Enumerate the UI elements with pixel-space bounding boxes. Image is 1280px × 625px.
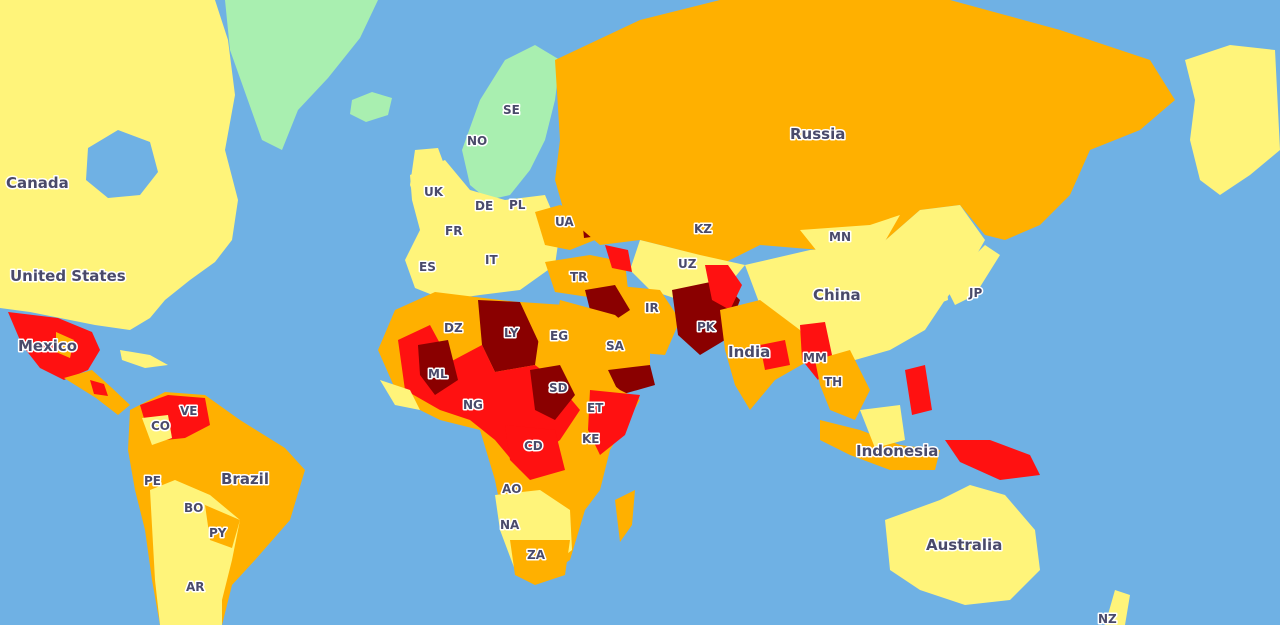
label-na[interactable]: NA	[499, 517, 522, 534]
region-egypt[interactable]	[520, 302, 572, 345]
region-pakistan-red[interactable]	[705, 265, 742, 310]
region-horn-of-africa[interactable]	[588, 390, 640, 455]
label-mn[interactable]: MN	[828, 229, 853, 246]
label-ve[interactable]: VE	[179, 403, 199, 420]
label-indonesia[interactable]: Indonesia	[855, 441, 940, 462]
region-mongolia[interactable]	[800, 215, 900, 255]
region-scandinavia[interactable]	[462, 45, 560, 200]
region-southeast-asia[interactable]	[815, 350, 870, 420]
region-caribbean[interactable]	[120, 350, 168, 368]
region-korea[interactable]	[930, 268, 948, 305]
label-ir[interactable]: IR	[644, 300, 661, 317]
label-py[interactable]: PY	[208, 525, 229, 542]
label-fr[interactable]: FR	[444, 223, 464, 240]
label-mm[interactable]: MM	[802, 350, 829, 367]
region-russia[interactable]	[555, 0, 1175, 265]
label-ml[interactable]: ML	[427, 366, 450, 383]
label-ua[interactable]: UA	[554, 214, 576, 231]
region-uk[interactable]	[410, 148, 448, 212]
map-labels: Canada United States Mexico Brazil Russi…	[5, 102, 1119, 625]
label-china[interactable]: China	[812, 285, 863, 306]
label-pl[interactable]: PL	[508, 197, 528, 214]
label-co[interactable]: CO	[150, 418, 172, 435]
region-dr-congo[interactable]	[505, 425, 565, 480]
label-russia[interactable]: Russia	[789, 124, 847, 145]
region-china-mongolia[interactable]	[745, 205, 985, 360]
region-papua[interactable]	[945, 440, 1040, 480]
region-yemen[interactable]	[608, 365, 655, 395]
label-india[interactable]: India	[727, 342, 772, 363]
region-mexico[interactable]	[8, 312, 100, 380]
region-sudan[interactable]	[530, 365, 575, 420]
label-et[interactable]: ET	[586, 400, 606, 417]
region-australia[interactable]	[885, 485, 1040, 605]
label-jp[interactable]: JP	[967, 285, 984, 302]
label-ng[interactable]: NG	[462, 397, 485, 414]
region-mexico-medium[interactable]	[56, 332, 74, 358]
label-se[interactable]: SE	[502, 102, 522, 119]
label-cd[interactable]: CD	[523, 438, 545, 455]
label-nz[interactable]: NZ	[1097, 611, 1119, 625]
region-greenland[interactable]	[225, 0, 378, 150]
label-united-states[interactable]: United States	[9, 266, 128, 287]
region-new-zealand[interactable]	[1105, 590, 1130, 625]
region-brazil-south[interactable]	[205, 505, 240, 548]
label-ke[interactable]: KE	[581, 431, 602, 448]
label-bo[interactable]: BO	[183, 500, 205, 517]
label-ao[interactable]: AO	[501, 481, 524, 498]
label-es[interactable]: ES	[418, 259, 438, 276]
region-india-red[interactable]	[760, 340, 790, 370]
region-central-america-red[interactable]	[90, 380, 108, 396]
region-hudson-bay	[86, 130, 158, 198]
region-west-africa[interactable]	[380, 380, 420, 410]
region-uzbekistan[interactable]	[660, 250, 712, 285]
region-mali[interactable]	[418, 340, 458, 395]
label-dz[interactable]: DZ	[443, 320, 465, 337]
label-pe[interactable]: PE	[143, 473, 163, 490]
label-de[interactable]: DE	[474, 198, 495, 215]
label-no[interactable]: NO	[466, 133, 489, 150]
region-colombia[interactable]	[142, 415, 172, 445]
label-uk[interactable]: UK	[423, 184, 446, 201]
label-ar[interactable]: AR	[185, 579, 207, 596]
region-south-africa[interactable]	[510, 540, 570, 585]
region-western-europe[interactable]	[405, 160, 560, 300]
label-pk[interactable]: PK	[696, 319, 718, 336]
label-it[interactable]: IT	[484, 252, 500, 269]
label-kz[interactable]: KZ	[693, 221, 714, 238]
label-canada[interactable]: Canada	[5, 173, 71, 194]
label-za[interactable]: ZA	[526, 547, 548, 564]
label-uz[interactable]: UZ	[677, 256, 699, 273]
label-tr[interactable]: TR	[569, 269, 589, 286]
label-sa[interactable]: SA	[605, 338, 627, 355]
region-caucasus[interactable]	[605, 245, 632, 272]
label-brazil[interactable]: Brazil	[220, 469, 271, 490]
region-japan[interactable]	[945, 245, 1000, 305]
label-ly[interactable]: LY	[503, 325, 521, 342]
label-sd[interactable]: SD	[548, 380, 570, 397]
label-australia[interactable]: Australia	[925, 535, 1004, 556]
label-eg[interactable]: EG	[549, 328, 570, 345]
label-th[interactable]: TH	[823, 374, 844, 391]
region-iceland[interactable]	[350, 92, 392, 122]
region-alaska[interactable]	[1185, 45, 1280, 195]
region-libya[interactable]	[478, 300, 540, 372]
region-kamchatka[interactable]	[1040, 150, 1080, 215]
region-borneo[interactable]	[860, 405, 905, 448]
region-madagascar[interactable]	[615, 490, 635, 542]
region-philippines[interactable]	[905, 365, 932, 415]
label-mexico[interactable]: Mexico	[17, 336, 79, 357]
